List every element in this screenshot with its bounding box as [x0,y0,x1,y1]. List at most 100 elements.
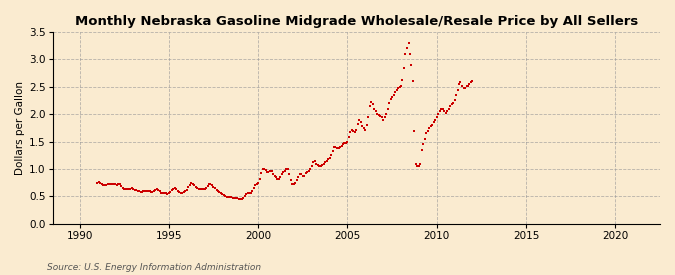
Point [302,169,313,174]
Point [416,148,427,152]
Point [367,102,378,106]
Point [122,187,132,191]
Point [445,104,456,108]
Point [319,161,329,166]
Point [460,86,470,90]
Point [187,182,198,186]
Point [163,191,174,195]
Point [299,173,310,178]
Point [99,183,110,188]
Point [397,78,408,82]
Point [313,163,323,167]
Point [200,185,211,190]
Point [168,186,179,191]
Point [345,130,356,134]
Point [443,106,454,111]
Point [381,112,392,116]
Point [261,168,271,172]
Point [375,114,385,118]
Point [199,186,210,191]
Point [323,157,333,161]
Point [363,115,374,119]
Point [271,175,281,179]
Point [172,189,183,193]
Point [109,182,119,186]
Point [230,196,241,200]
Point [134,189,144,194]
Point [452,87,463,92]
Point [146,190,157,194]
Point [394,84,405,89]
Point [303,168,314,173]
Point [221,195,232,199]
Point [259,167,269,171]
Point [439,109,450,114]
Point [310,161,321,166]
Point [269,173,280,178]
Point [412,164,423,169]
Point [320,160,331,165]
Point [242,191,253,195]
Point [404,52,415,56]
Point [402,46,412,51]
Point [451,93,462,97]
Point [281,167,292,171]
Point [309,159,320,163]
Point [124,186,134,191]
Point [211,188,222,192]
Point [165,190,176,194]
Point [217,191,228,196]
Point [126,186,137,190]
Point [348,128,358,133]
Point [180,189,190,194]
Point [250,183,261,188]
Point [399,65,410,70]
Point [138,189,149,194]
Point [148,189,159,193]
Point [97,182,107,186]
Point [360,127,371,132]
Point [114,182,125,186]
Point [153,188,164,192]
Point [325,153,336,158]
Point [254,177,265,181]
Point [273,177,284,181]
Point [215,190,226,195]
Point [454,82,464,86]
Point [110,182,121,186]
Point [305,167,316,171]
Point [408,79,418,84]
Point [103,182,113,186]
Point [389,90,400,94]
Point [462,84,473,88]
Point [379,115,390,119]
Point [393,86,404,90]
Point [400,52,411,56]
Point [366,100,377,104]
Point [293,175,304,179]
Point [321,159,332,163]
Point [467,79,478,84]
Point [213,189,223,193]
Point [356,120,367,125]
Point [236,196,247,201]
Point [117,185,128,190]
Point [128,187,138,191]
Point [327,149,338,154]
Point [104,182,115,186]
Point [140,189,151,193]
Point [193,186,204,191]
Point [196,187,207,191]
Point [385,97,396,101]
Point [388,93,399,97]
Point [387,94,398,99]
Point [378,117,389,122]
Point [279,168,290,173]
Point [169,186,180,190]
Point [194,187,205,191]
Point [161,191,171,195]
Point [354,117,364,122]
Point [391,87,402,92]
Point [120,187,131,191]
Point [330,145,341,149]
